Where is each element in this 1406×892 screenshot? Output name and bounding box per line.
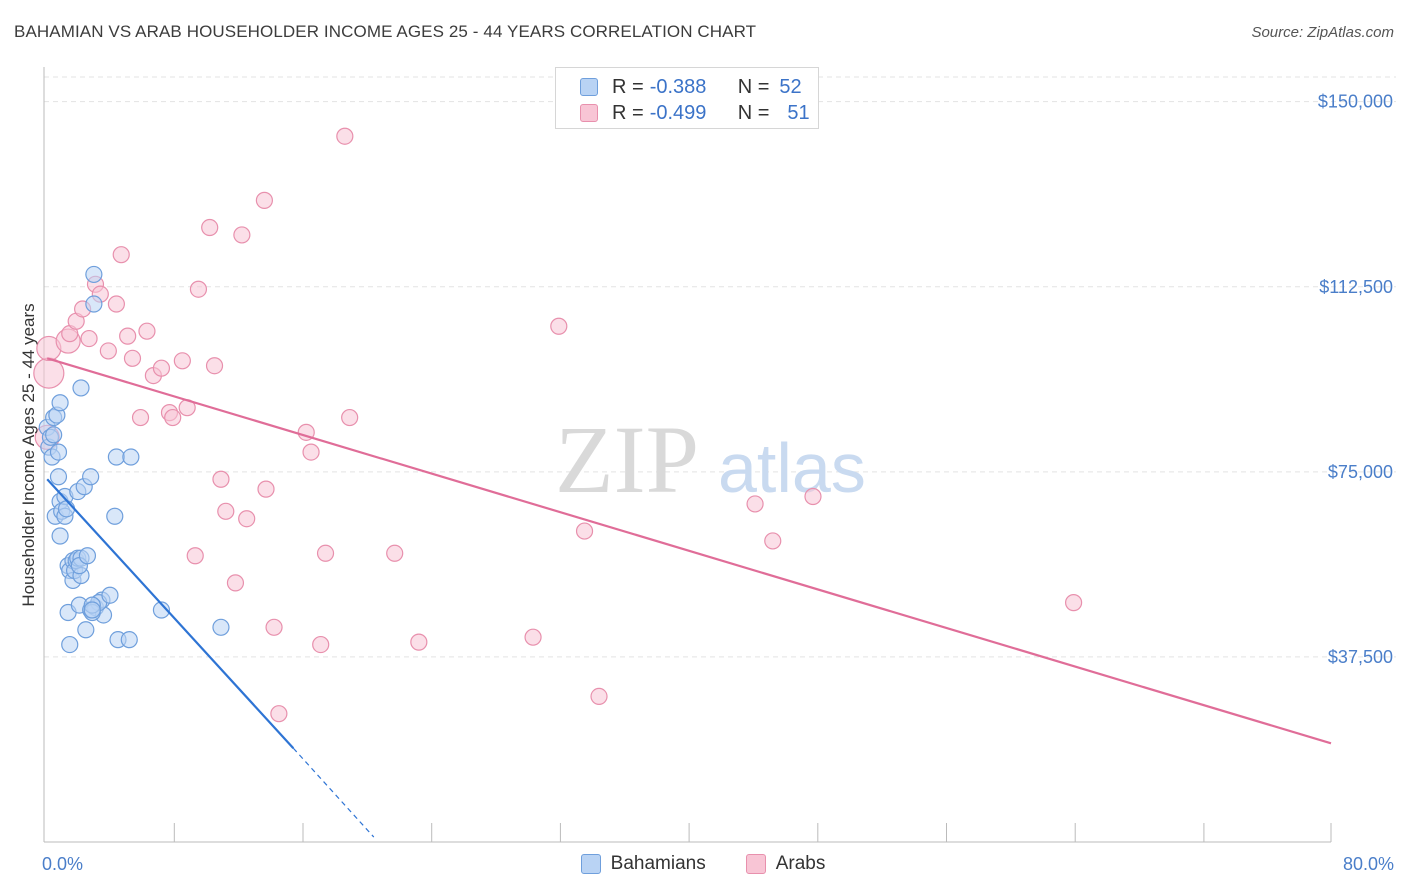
legend-label-bahamians: Bahamians xyxy=(610,853,706,874)
arabs-point xyxy=(410,633,428,651)
y-tick-label: $37,500 xyxy=(1328,647,1393,667)
arabs-point xyxy=(164,408,182,427)
grid-lines xyxy=(44,76,1396,658)
bahamians-point xyxy=(78,547,97,565)
bahamians-point xyxy=(49,443,68,461)
bahamians-trend-line xyxy=(46,478,295,749)
trend-lines xyxy=(46,357,1332,838)
arabs-point xyxy=(804,487,822,506)
arabs-point xyxy=(746,495,764,513)
y-tick-label: $75,000 xyxy=(1328,462,1393,482)
y-tick-label: $112,500 xyxy=(1319,277,1393,297)
stats-legend-row-bahamians: R = -0.388 N = 52 xyxy=(580,74,802,100)
arabs-point xyxy=(524,628,542,646)
n-value: 52 xyxy=(779,75,802,98)
arabs-point xyxy=(341,408,359,427)
arabs-point xyxy=(265,618,283,636)
bahamians-point xyxy=(72,379,90,397)
n-value: 51 xyxy=(787,101,810,124)
arabs-point xyxy=(764,532,782,550)
bahamians-point xyxy=(152,601,171,619)
x-tick-label-max: 80.0% xyxy=(1343,854,1394,874)
arabs-point xyxy=(312,635,330,654)
arabs-point xyxy=(131,408,150,427)
r-value: -0.388 xyxy=(649,75,707,98)
y-tick-label: $150,000 xyxy=(1318,92,1393,112)
arabs-point xyxy=(238,510,256,528)
bahamians-point xyxy=(85,265,103,284)
bahamians-point xyxy=(57,500,76,518)
stats-legend: R = -0.388 N = 52 R = -0.499 N = 51 xyxy=(555,67,819,129)
watermark-atlas: atlas xyxy=(718,429,866,507)
arabs-point xyxy=(201,218,219,237)
bahamians-point xyxy=(107,448,125,466)
watermark-zip: ZIP xyxy=(555,406,699,513)
arabs-point xyxy=(107,295,125,313)
arabs-point xyxy=(302,443,320,461)
legend-item-arabs[interactable]: Arabs xyxy=(745,853,826,875)
arabs-point xyxy=(173,352,191,370)
bahamians-point xyxy=(77,621,95,639)
arabs-point xyxy=(80,329,98,348)
arabs-point xyxy=(99,342,117,360)
arabs-legend-swatch xyxy=(745,854,766,874)
arabs-point xyxy=(189,280,208,298)
chart-title: BAHAMIAN VS ARAB HOUSEHOLDER INCOME AGES… xyxy=(14,22,757,41)
bahamians-points xyxy=(38,265,230,654)
legend-label-arabs: Arabs xyxy=(775,853,826,874)
arabs-swatch xyxy=(580,104,598,122)
bahamians-point xyxy=(122,448,140,466)
bahamians-point xyxy=(82,468,100,486)
arabs-point xyxy=(550,317,568,335)
r-label: R = xyxy=(612,75,644,98)
bahamians-point xyxy=(45,426,63,444)
n-label: N = xyxy=(737,101,770,124)
arabs-point xyxy=(575,522,594,540)
arabs-point xyxy=(186,547,204,565)
arabs-point xyxy=(233,226,251,244)
arabs-point xyxy=(123,349,142,367)
series-legend: Bahamians Arabs xyxy=(0,852,1406,876)
arabs-point xyxy=(336,127,354,145)
bahamians-point xyxy=(85,295,103,313)
arabs-trend-line xyxy=(46,357,1332,745)
bahamians-point xyxy=(61,635,79,654)
bahamians-point xyxy=(101,586,119,604)
stats-legend-row-arabs: R = -0.499 N = 51 xyxy=(580,100,810,126)
legend-item-bahamians[interactable]: Bahamians xyxy=(580,853,706,875)
arabs-point xyxy=(112,246,130,264)
y-axis-label: Householder Income Ages 25 - 44 years xyxy=(19,303,38,606)
bahamians-trend-extension xyxy=(292,747,375,838)
bahamians-legend-swatch xyxy=(580,854,601,874)
arabs-point xyxy=(316,544,335,562)
arabs-point xyxy=(386,544,404,562)
arabs-point xyxy=(152,359,171,377)
r-value: -0.499 xyxy=(649,101,707,124)
arabs-point xyxy=(257,480,275,498)
tick-labels: $37,500 $75,000 $112,500 $150,000 0.0% 80.0% xyxy=(42,92,1394,874)
bahamians-point xyxy=(49,468,68,486)
arabs-point xyxy=(590,687,608,706)
bahamians-point xyxy=(212,618,230,636)
arabs-point xyxy=(270,705,288,723)
bahamians-point xyxy=(51,394,69,412)
n-label: N = xyxy=(737,75,770,98)
arabs-point xyxy=(119,327,137,345)
arabs-point xyxy=(138,322,156,340)
arabs-point xyxy=(217,502,235,520)
bahamians-swatch xyxy=(580,78,598,96)
arabs-point xyxy=(212,470,230,488)
arabs-point xyxy=(226,574,245,592)
arabs-point xyxy=(1064,594,1083,612)
bahamians-point xyxy=(51,527,69,545)
bahamians-point xyxy=(83,601,101,619)
arabs-point xyxy=(205,357,224,375)
bahamians-point xyxy=(106,507,124,525)
r-label: R = xyxy=(612,101,644,124)
arabs-point xyxy=(255,191,273,209)
x-tick-label-min: 0.0% xyxy=(42,854,83,874)
source-credit: Source: ZipAtlas.com xyxy=(1251,24,1394,41)
bahamians-point xyxy=(120,631,138,649)
